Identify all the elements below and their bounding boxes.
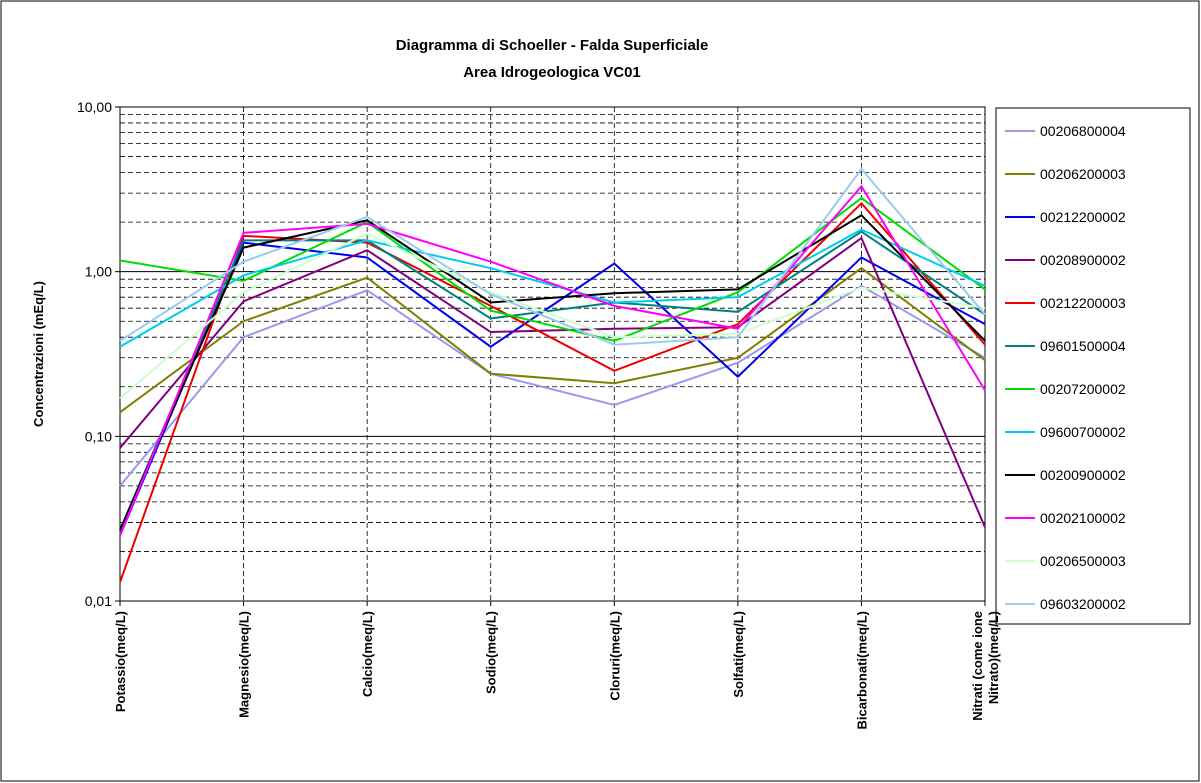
x-tick-label: Bicarbonati(meq/L) [854,611,869,729]
legend-label: 00200900002 [1040,467,1126,483]
x-tick-label: Solfati(meq/L) [731,611,746,698]
series-line [119,184,986,536]
legend-box [995,107,1191,625]
series-line [119,232,986,400]
legend-label: 00208900002 [1040,252,1126,268]
x-tick-label: Sodio(meq/L) [484,611,499,694]
legend-label: 00207200002 [1040,381,1126,397]
y-tick-label: 10,00 [77,99,112,115]
legend-label: 00206800004 [1040,123,1126,139]
series-line [119,236,986,528]
series-line [119,228,986,348]
legend-label: 00206200003 [1040,166,1126,182]
series-line [119,201,986,583]
chart-subtitle: Area Idrogeologica VC01 [463,64,641,81]
series-line [119,241,986,536]
series-line [119,167,986,346]
chart-title: Diagramma di Schoeller - Falda Superfici… [396,37,709,54]
legend-label: 00212200003 [1040,295,1126,311]
legend-label: 00202100002 [1040,510,1126,526]
series-line [119,196,986,342]
plot-area [120,107,985,601]
legend-label: 00206500003 [1040,553,1126,569]
x-tick-label: Nitrati (come ioneNitrato)(meq/L) [970,611,1001,721]
plot-border [119,106,986,602]
series-line [119,214,986,531]
legend-label: 09601500004 [1040,338,1126,354]
legend-label: 09600700002 [1040,424,1126,440]
y-tick-label: 0,01 [85,593,112,609]
y-axis-label: Concentrazioni (mEq/L) [31,281,46,427]
series-line [119,230,986,531]
y-tick-label: 0,10 [85,428,112,444]
legend-label: 09603200002 [1040,596,1126,612]
x-tick-label: Magnesio(meq/L) [237,611,252,718]
x-tick-label: Calcio(meq/L) [360,611,375,697]
x-tick-label: Potassio(meq/L) [113,611,128,712]
y-tick-label: 1,00 [85,264,112,280]
series-line [119,266,986,414]
series-line [119,284,986,487]
x-tick-label: Cloruri(meq/L) [607,611,622,701]
legend-label: 00212200002 [1040,209,1126,225]
